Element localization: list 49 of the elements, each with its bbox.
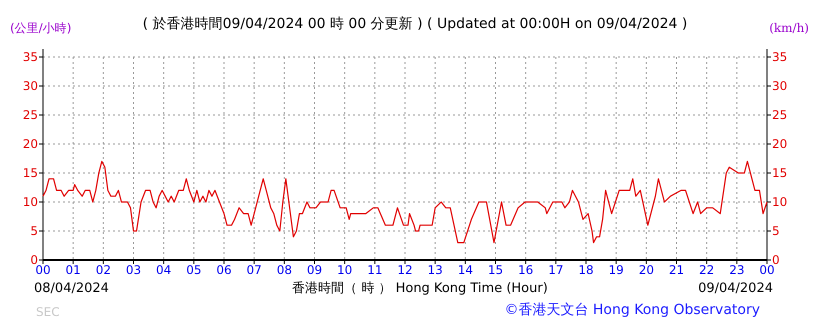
y2-tick-label: 10	[772, 195, 788, 210]
x-tick-label: 02	[96, 263, 111, 277]
y-tick-label: 5	[30, 224, 38, 238]
y2-tick-label: 35	[772, 50, 788, 64]
x-tick-label: 20	[638, 263, 654, 277]
y-tick-label: 25	[22, 108, 38, 122]
y2-tick-label: 0	[772, 253, 780, 268]
text: 09/04/2024	[698, 281, 773, 296]
y2-axis-title: (km/h)	[769, 21, 809, 35]
x-tick-label: 01	[66, 263, 81, 277]
x-tick-label: 11	[367, 263, 382, 277]
x-tick-label: 09	[306, 263, 322, 277]
y-tick-label: 15	[22, 166, 38, 180]
x-tick-label: 07	[246, 263, 262, 277]
x-tick-label: 12	[397, 263, 413, 277]
text: ©香港天文台 Hong Kong Observatory	[504, 302, 760, 318]
x-tick-label: 14	[458, 263, 473, 277]
x-tick-label: 03	[126, 263, 142, 277]
y2-tick-label: 5	[772, 224, 780, 238]
y-tick-label: 0	[30, 253, 38, 268]
x-tick-label: 05	[186, 263, 202, 277]
x-tick-label: 04	[156, 263, 172, 277]
y-axis-title: (公里/小時)	[10, 21, 72, 35]
y-tick-label: 35	[22, 50, 38, 64]
x-tick-label: 10	[337, 263, 352, 277]
y2-tick-label: 25	[772, 108, 788, 122]
x-tick-label: 18	[578, 263, 594, 277]
x-tick-label: 17	[548, 263, 564, 277]
x-tick-label: 15	[488, 263, 504, 277]
x-tick-label: 22	[699, 263, 714, 277]
x-tick-label: 19	[608, 263, 624, 277]
y2-tick-label: 30	[772, 79, 788, 94]
text: 08/04/2024	[34, 281, 109, 296]
x-tick-label: 13	[428, 263, 443, 277]
y2-tick-label: 20	[772, 137, 788, 152]
y-tick-label: 30	[22, 79, 38, 94]
x-tick-label: 21	[668, 263, 684, 277]
x-tick-label: 06	[216, 263, 232, 277]
x-tick-label: 23	[729, 263, 744, 277]
x-tick-label: 16	[518, 263, 534, 277]
x-tick-label: 08	[276, 263, 292, 277]
x-tick-label: 00	[759, 263, 775, 277]
y2-tick-label: 15	[772, 166, 788, 180]
chart-title: ( 於香港時間09/04/2024 00 時 00 分更新 ) ( Updated at 00:00H on 09/04/2024 )	[142, 16, 688, 32]
y-tick-label: 10	[22, 195, 38, 210]
line-series	[42, 160, 768, 244]
x-axis-title: 香港時間（ 時 ） Hong Kong Time (Hour)	[292, 281, 548, 296]
y-tick-label: 20	[22, 137, 38, 152]
x-tick-label: 00	[35, 263, 51, 277]
